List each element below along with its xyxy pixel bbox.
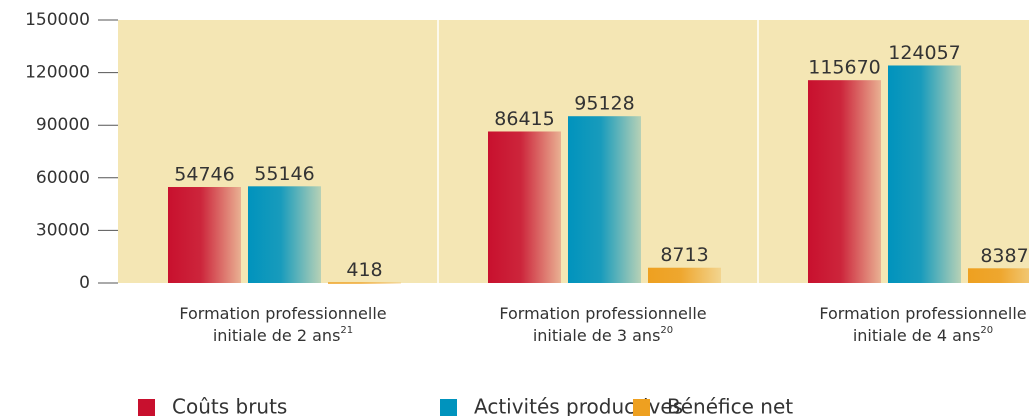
y-tick-label: 60000 [36, 168, 90, 188]
x-tick-line: Formation professionnelle [499, 304, 706, 323]
value-label: 124057 [888, 42, 961, 64]
value-label: 54746 [174, 164, 234, 186]
legend-label: Coûts bruts [172, 395, 287, 416]
category-note: 20 [660, 325, 673, 336]
bar [248, 186, 321, 283]
legend-label: Bénéfice net [667, 395, 793, 416]
x-tick-label: Formation professionnelle initiale de 3 a… [499, 304, 706, 345]
bar [328, 282, 401, 284]
x-tick-line: initiale de 4 ans [853, 326, 981, 345]
value-label: 55146 [254, 163, 314, 185]
bar [168, 187, 241, 283]
y-tick-label: 120000 [25, 63, 90, 83]
value-label: 86415 [494, 108, 554, 130]
bar [888, 65, 961, 283]
y-tick-label: 150000 [25, 10, 90, 30]
x-tick-line: initiale de 3 ans [533, 326, 661, 345]
value-label: 8713 [660, 244, 708, 266]
y-tick-label: 30000 [36, 220, 90, 240]
category-note: 20 [980, 325, 993, 336]
legend-swatch [138, 399, 155, 416]
bar [648, 267, 721, 283]
x-tick-line: initiale de 2 ans [213, 326, 341, 345]
x-tick-label: Formation professionnelle initiale de 4 a… [819, 304, 1026, 345]
x-tick-line: Formation professionnelle [819, 304, 1026, 323]
x-tick-line: Formation professionnelle [179, 304, 386, 323]
y-tick-label: 90000 [36, 115, 90, 135]
value-label: 95128 [574, 93, 634, 115]
bar [808, 80, 881, 284]
category-note: 21 [340, 325, 353, 336]
bar [488, 131, 561, 283]
value-label: 418 [346, 259, 382, 281]
legend-swatch [633, 399, 650, 416]
bar [568, 116, 641, 283]
legend-label: Activités productives [474, 395, 683, 416]
bar [968, 268, 1029, 283]
y-tick-label: 0 [79, 273, 90, 293]
x-tick-label: Formation professionnelle initiale de 2 a… [179, 304, 386, 345]
value-label: 115670 [808, 57, 881, 79]
legend-swatch [440, 399, 457, 416]
value-label: 8387 [980, 245, 1028, 267]
